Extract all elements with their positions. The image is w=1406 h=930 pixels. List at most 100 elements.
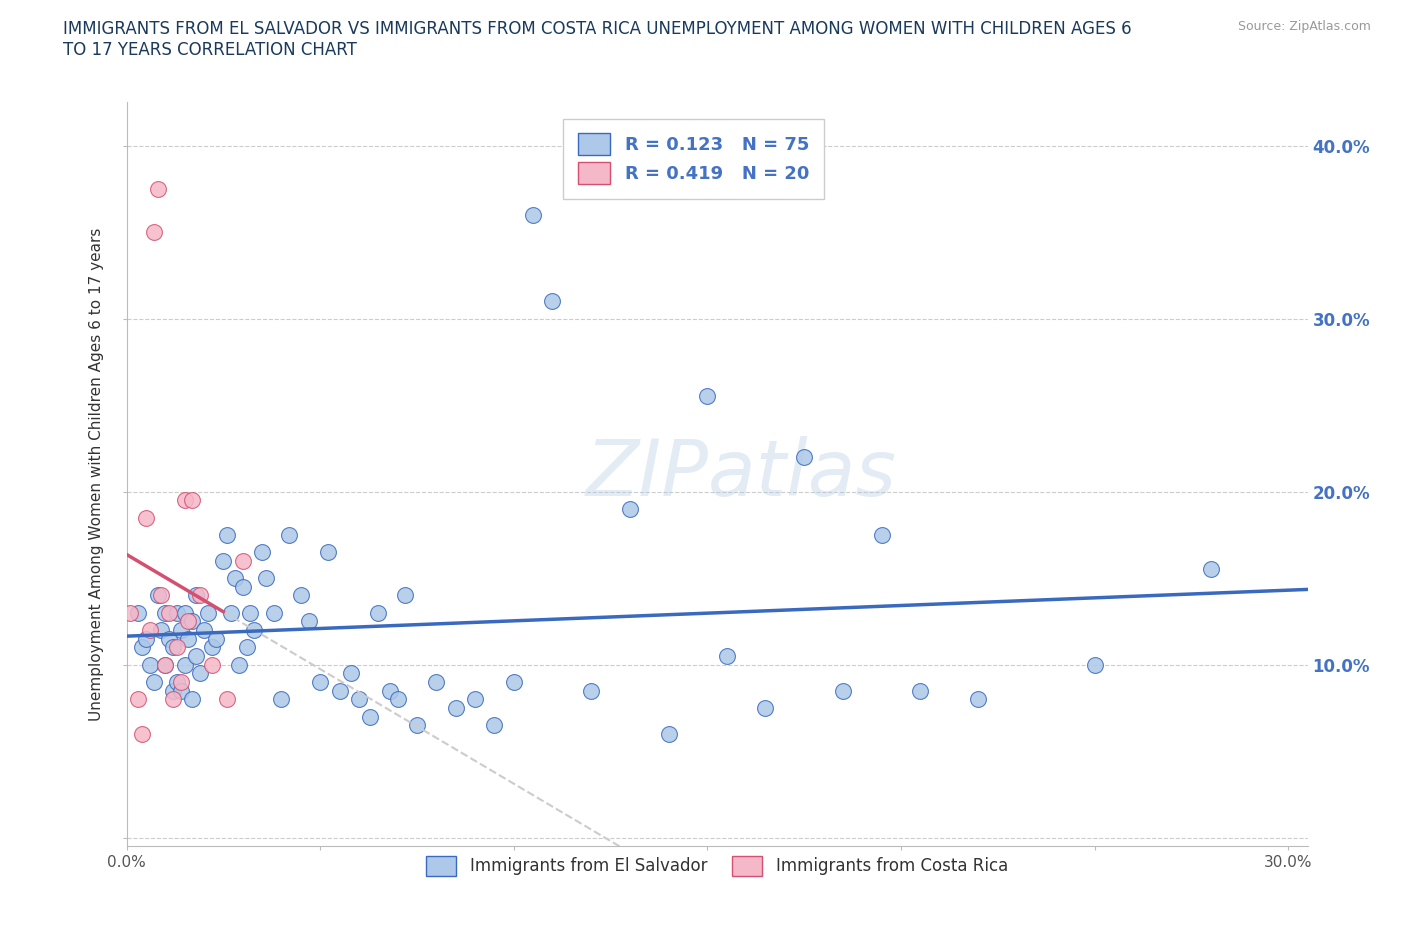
Point bbox=[155, 605, 177, 620]
Point bbox=[219, 605, 242, 620]
Point bbox=[166, 674, 188, 689]
Point bbox=[150, 622, 173, 637]
Point bbox=[235, 640, 257, 655]
Point bbox=[347, 692, 370, 707]
Point bbox=[522, 207, 544, 222]
Point bbox=[131, 640, 153, 655]
Point bbox=[340, 666, 363, 681]
Point bbox=[832, 684, 855, 698]
Point bbox=[716, 648, 738, 663]
Point bbox=[162, 692, 184, 707]
Point bbox=[188, 666, 211, 681]
Point bbox=[278, 527, 301, 542]
Point bbox=[201, 658, 224, 672]
Point bbox=[387, 692, 409, 707]
Point bbox=[142, 674, 165, 689]
Point bbox=[120, 605, 142, 620]
Point bbox=[197, 605, 219, 620]
Point bbox=[502, 674, 524, 689]
Point bbox=[316, 545, 339, 560]
Point bbox=[146, 181, 169, 196]
Point bbox=[232, 553, 254, 568]
Point bbox=[444, 700, 467, 715]
Y-axis label: Unemployment Among Women with Children Ages 6 to 17 years: Unemployment Among Women with Children A… bbox=[89, 228, 104, 721]
Point bbox=[204, 631, 226, 646]
Legend: Immigrants from El Salvador, Immigrants from Costa Rica: Immigrants from El Salvador, Immigrants … bbox=[419, 849, 1015, 883]
Point bbox=[155, 658, 177, 672]
Point bbox=[243, 622, 266, 637]
Point bbox=[135, 631, 157, 646]
Point bbox=[250, 545, 273, 560]
Point bbox=[173, 658, 195, 672]
Point bbox=[394, 588, 416, 603]
Point bbox=[619, 501, 641, 516]
Point bbox=[157, 605, 180, 620]
Point bbox=[177, 631, 200, 646]
Point bbox=[658, 726, 681, 741]
Point bbox=[170, 674, 193, 689]
Point bbox=[139, 622, 162, 637]
Text: TO 17 YEARS CORRELATION CHART: TO 17 YEARS CORRELATION CHART bbox=[63, 41, 357, 59]
Point bbox=[696, 389, 718, 404]
Point bbox=[142, 225, 165, 240]
Point bbox=[270, 692, 292, 707]
Text: Source: ZipAtlas.com: Source: ZipAtlas.com bbox=[1237, 20, 1371, 33]
Point bbox=[793, 449, 815, 464]
Point bbox=[579, 684, 602, 698]
Point bbox=[157, 631, 180, 646]
Point bbox=[212, 553, 235, 568]
Point bbox=[870, 527, 893, 542]
Point bbox=[367, 605, 389, 620]
Point bbox=[186, 648, 208, 663]
Point bbox=[484, 718, 506, 733]
Point bbox=[166, 640, 188, 655]
Point bbox=[188, 588, 211, 603]
Point bbox=[170, 622, 193, 637]
Point bbox=[181, 614, 204, 629]
Point bbox=[910, 684, 932, 698]
Point bbox=[177, 614, 200, 629]
Point bbox=[139, 658, 162, 672]
Point bbox=[166, 605, 188, 620]
Point bbox=[378, 684, 401, 698]
Point bbox=[309, 674, 332, 689]
Point bbox=[1199, 562, 1222, 577]
Point bbox=[217, 527, 239, 542]
Point bbox=[967, 692, 990, 707]
Point bbox=[173, 493, 195, 508]
Point bbox=[150, 588, 173, 603]
Point bbox=[155, 658, 177, 672]
Point bbox=[228, 658, 250, 672]
Point bbox=[146, 588, 169, 603]
Point bbox=[181, 692, 204, 707]
Point bbox=[360, 709, 382, 724]
Text: IMMIGRANTS FROM EL SALVADOR VS IMMIGRANTS FROM COSTA RICA UNEMPLOYMENT AMONG WOM: IMMIGRANTS FROM EL SALVADOR VS IMMIGRANT… bbox=[63, 20, 1132, 38]
Point bbox=[127, 605, 149, 620]
Point bbox=[173, 605, 195, 620]
Point bbox=[1084, 658, 1107, 672]
Point bbox=[263, 605, 285, 620]
Point bbox=[297, 614, 319, 629]
Point bbox=[170, 684, 193, 698]
Point bbox=[162, 684, 184, 698]
Point bbox=[290, 588, 312, 603]
Point bbox=[131, 726, 153, 741]
Point bbox=[239, 605, 262, 620]
Point bbox=[217, 692, 239, 707]
Point bbox=[201, 640, 224, 655]
Point bbox=[754, 700, 776, 715]
Point bbox=[232, 579, 254, 594]
Point bbox=[541, 294, 564, 309]
Point bbox=[224, 571, 246, 586]
Point bbox=[162, 640, 184, 655]
Point bbox=[425, 674, 447, 689]
Point bbox=[254, 571, 277, 586]
Point bbox=[193, 622, 215, 637]
Point bbox=[135, 511, 157, 525]
Point bbox=[328, 684, 350, 698]
Point bbox=[464, 692, 486, 707]
Point bbox=[127, 692, 149, 707]
Point bbox=[181, 493, 204, 508]
Text: ZIPatlas: ZIPatlas bbox=[585, 436, 896, 512]
Point bbox=[406, 718, 429, 733]
